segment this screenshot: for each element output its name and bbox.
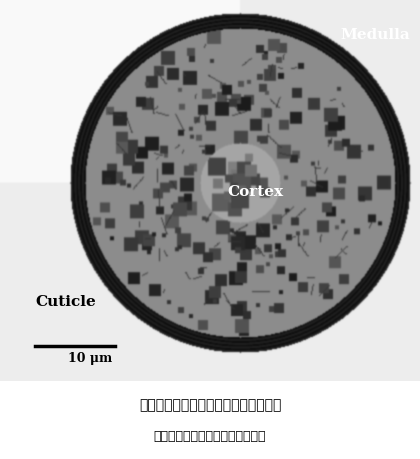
Text: 10 μm: 10 μm bbox=[68, 351, 112, 364]
Text: （横断面：軸方向に垂直な断面）: （横断面：軸方向に垂直な断面） bbox=[154, 429, 266, 442]
Text: Cortex: Cortex bbox=[227, 185, 283, 199]
Text: Cuticle: Cuticle bbox=[35, 294, 96, 308]
Text: 図２　日本人毛の断面の電子顕微鏡像: 図２ 日本人毛の断面の電子顕微鏡像 bbox=[139, 397, 281, 411]
Text: Medulla: Medulla bbox=[340, 28, 410, 42]
